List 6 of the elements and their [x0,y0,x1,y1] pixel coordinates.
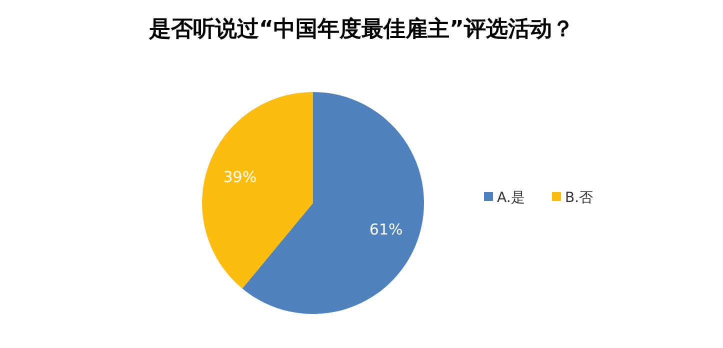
data-label: 39% [223,168,257,186]
data-label: 61% [369,220,403,239]
legend-label: A.是 [497,190,525,206]
legend-label: B.否 [565,190,594,206]
chart-title: 是否听说过“中国年度最佳雇主”评选活动？ [148,16,574,42]
pie-slice [202,92,313,289]
